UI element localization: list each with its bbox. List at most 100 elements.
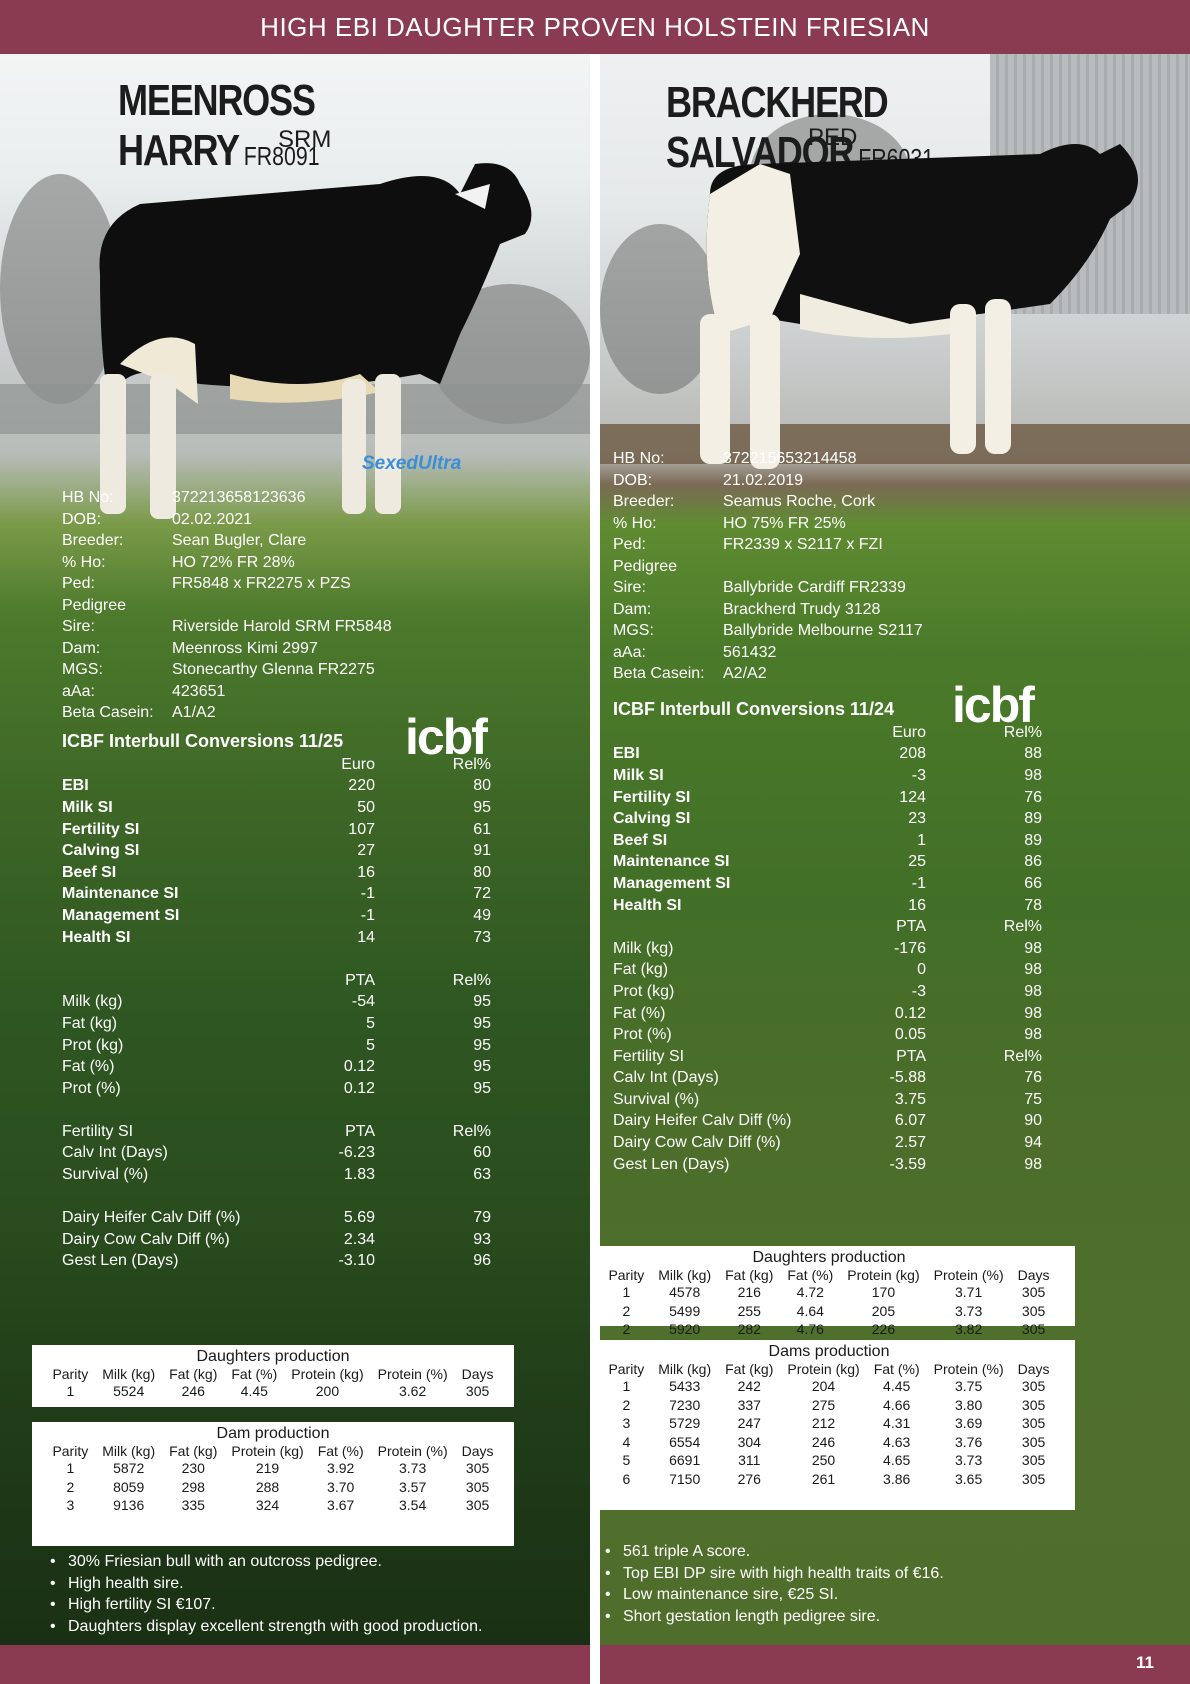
table-cell: 3.65 [927, 1470, 1011, 1489]
column-header: Fat (kg) [162, 1366, 224, 1382]
info-row: DOB: 21.02.2019 [613, 470, 923, 492]
table-row: 1 4578 216 4.72 170 3.71 305 [601, 1283, 1056, 1302]
stat-row: Calv Int (Days) -5.88 76 [613, 1068, 1048, 1090]
table-row: 4 6554 304 246 4.63 3.76 305 [601, 1433, 1056, 1452]
stat-reliability: Rel% [453, 756, 491, 774]
stat-row [62, 948, 497, 970]
stat-reliability: 90 [1024, 1112, 1042, 1130]
info-label: Dam: [62, 638, 172, 660]
info-value: 372215653214458 [723, 448, 856, 470]
table-cell: 305 [1011, 1433, 1057, 1452]
stat-reliability: 98 [1024, 767, 1042, 785]
stat-reliability: 93 [473, 1231, 491, 1249]
production-table: Parity Milk (kg) Fat (kg) Protein (kg) Fat (… [45, 1443, 500, 1515]
stat-name: Health SI [613, 897, 681, 915]
info-row: DOB: 02.02.2021 [62, 509, 392, 531]
table-cell: 261 [780, 1470, 866, 1489]
stat-row: Prot (kg) 5 95 [62, 1035, 497, 1057]
column-header: Protein (kg) [224, 1443, 310, 1459]
table-cell: 5920 [651, 1320, 718, 1339]
stat-value: 23 [908, 810, 926, 828]
info-label: Sire: [62, 616, 172, 638]
column-header: Milk (kg) [651, 1361, 718, 1377]
icbf-stats-table: Euro Rel% EBI 220 80 Milk SI 50 95 Fertility SI 1… [62, 754, 497, 1272]
stat-reliability: Rel% [1004, 918, 1042, 936]
table-header-row: Parity Milk (kg) Fat (kg) Fat (%) Protein (k… [45, 1366, 500, 1382]
stat-value: -1 [361, 885, 375, 903]
info-row: Beta Casein: A1/A2 [62, 702, 392, 724]
stat-name: Beef SI [62, 864, 116, 882]
info-value: 372213658123636 [172, 487, 305, 509]
table-cell: 324 [224, 1496, 310, 1515]
sire-info-list: HB No: 372213658123636 DOB: 02.02.2021 Breed… [62, 487, 392, 724]
stat-reliability: 98 [1024, 1156, 1042, 1174]
info-label: HB No: [62, 487, 172, 509]
column-header: Parity [45, 1366, 95, 1382]
info-row: Sire: Ballybride Cardiff FR2339 [613, 577, 923, 599]
table-cell: 282 [718, 1320, 780, 1339]
table-row: 1 5524 246 4.45 200 3.62 305 [45, 1382, 500, 1401]
table-cell: 4.31 [867, 1414, 927, 1433]
info-label: Pedigree [62, 595, 172, 617]
table-cell: 305 [455, 1478, 501, 1497]
table-cell: 4.76 [780, 1320, 840, 1339]
info-row: HB No: 372215653214458 [613, 448, 923, 470]
table-cell: 275 [780, 1396, 866, 1415]
stat-name: Health SI [62, 929, 130, 947]
highlight-item: Low maintenance sire, €25 SI. [605, 1584, 944, 1606]
stat-reliability: 76 [1024, 1069, 1042, 1087]
info-label: Beta Casein: [62, 702, 172, 724]
stat-reliability: 76 [1024, 789, 1042, 807]
stat-value: 5.69 [344, 1209, 375, 1227]
stat-row: Prot (%) 0.12 95 [62, 1078, 497, 1100]
stat-row: Fat (kg) 5 95 [62, 1013, 497, 1035]
info-value: Ballybride Melbourne S2117 [723, 620, 923, 642]
column-header: Protein (kg) [780, 1361, 866, 1377]
table-cell: 305 [1011, 1396, 1057, 1415]
icbf-conversions-title: ICBF Interbull Conversions 11/24 [613, 699, 894, 720]
right-sire-panel: BRACKHERD SALVADOR FR6031 PED HB No: 37221… [600, 54, 1190, 1645]
column-header: Protein (%) [371, 1366, 455, 1382]
stat-reliability: 89 [1024, 810, 1042, 828]
table-cell: 305 [455, 1382, 501, 1401]
stat-value: -1 [912, 875, 926, 893]
stat-name: EBI [62, 777, 89, 795]
table-cell: 226 [840, 1320, 926, 1339]
table-cell: 3 [601, 1414, 651, 1433]
table-cell: 3.67 [311, 1496, 371, 1515]
table-cell: 3.62 [371, 1382, 455, 1401]
stat-name: Calving SI [613, 810, 690, 828]
stat-name: Calving SI [62, 842, 139, 860]
stat-row: EBI 208 88 [613, 744, 1048, 766]
column-header: Protein (%) [927, 1267, 1011, 1283]
icbf-conversions-title: ICBF Interbull Conversions 11/25 [62, 731, 343, 752]
stat-value: 5 [366, 1037, 375, 1055]
table-cell: 305 [1011, 1302, 1057, 1321]
stat-name: Management SI [62, 907, 179, 925]
stat-reliability: 98 [1024, 961, 1042, 979]
cow-photo [650, 134, 1180, 484]
production-table-title: Daughters production [32, 1345, 514, 1366]
stat-value: 16 [908, 897, 926, 915]
stat-reliability: 98 [1024, 983, 1042, 1001]
stat-name: Prot (kg) [62, 1037, 123, 1055]
info-value: 21.02.2019 [723, 470, 803, 492]
table-header-row: Parity Milk (kg) Fat (kg) Fat (%) Protein (k… [601, 1267, 1056, 1283]
stat-reliability: 80 [473, 777, 491, 795]
production-table: Parity Milk (kg) Fat (kg) Fat (%) Protein (k… [601, 1267, 1056, 1339]
stat-reliability: 95 [473, 799, 491, 817]
stat-row: Calv Int (Days) -6.23 60 [62, 1143, 497, 1165]
info-value: 423651 [172, 681, 225, 703]
table-cell: 250 [780, 1451, 866, 1470]
table-cell: 1 [601, 1377, 651, 1396]
stat-value: 0.12 [344, 1080, 375, 1098]
table-cell: 311 [718, 1451, 780, 1470]
info-value: Meenross Kimi 2997 [172, 638, 318, 660]
table-cell: 3.75 [927, 1377, 1011, 1396]
stat-value: -1 [361, 907, 375, 925]
stat-row: Beef SI 1 89 [613, 830, 1048, 852]
stat-name: Fertility SI [62, 1123, 133, 1141]
table-cell: 3.82 [927, 1320, 1011, 1339]
table-cell: 276 [718, 1470, 780, 1489]
stat-name: Fertility SI [62, 821, 139, 839]
